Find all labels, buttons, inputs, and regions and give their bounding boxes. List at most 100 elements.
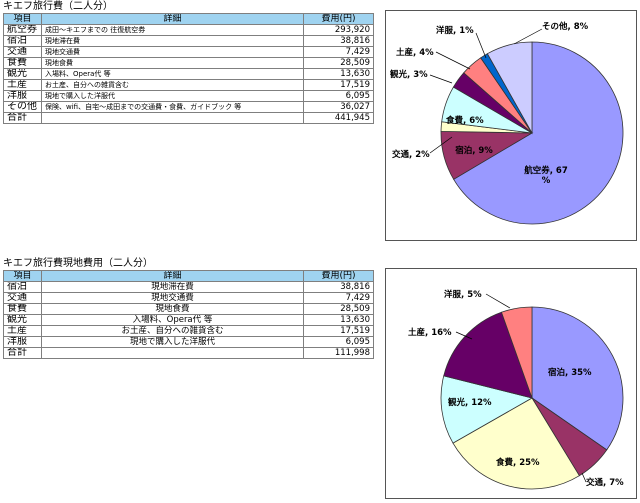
pie-data-label: 観光, 12% (448, 397, 492, 408)
pie-chart-2: 宿泊, 35% 交通, 7% 食費, 25% 観光, 12% 土産, 16% 洋服, 5% (385, 268, 637, 499)
leader-line (475, 32, 487, 59)
row-detail: 現地で購入した洋服代 (41, 90, 304, 102)
pie-slice (452, 397, 580, 490)
row-cost: 36,027 (303, 101, 374, 113)
row-cost: 13,630 (303, 314, 374, 326)
pie-data-label: 洋服, 1% (436, 25, 474, 36)
row-item: 合計 (3, 112, 42, 124)
table-row: その他 保険、wifi、自宅～成田までの交通費・食費、ガイドブック 等 36,027 (3, 101, 374, 113)
header-item: 項目 (3, 270, 42, 282)
pie-chart-1: 航空券, 67% 宿泊, 9% 交通, 2% 食費, 6% 観光, 3% 土産, 4% 洋服… (385, 10, 637, 241)
row-item: 食費 (3, 303, 42, 315)
row-item: 宿泊 (3, 35, 42, 47)
row-item: 洋服 (3, 90, 42, 102)
table-row: 交通 現地交通費 7,429 (3, 292, 374, 304)
pie-data-label: 宿泊, 35% (548, 367, 592, 378)
row-item: 食費 (3, 57, 42, 69)
row-cost: 6,095 (303, 90, 374, 102)
row-detail: 成田～キエフまでの 往復航空券 (41, 24, 304, 36)
row-item: 交通 (3, 46, 42, 58)
table2: 項目 詳細 費用(円) 宿泊 現地滞在費 38,816 交通 現地交通費 7,429 食費現… (3, 270, 374, 359)
row-item: その他 (3, 101, 42, 113)
leader-line (429, 74, 453, 84)
row-detail: お土産、自分への雑貨含む (41, 79, 304, 91)
leader-line (485, 293, 511, 309)
leader-line (581, 472, 587, 483)
table-row: 観光 入場料、Opera代 等 13,630 (3, 68, 374, 80)
row-item: 観光 (3, 68, 42, 80)
row-detail: 現地交通費 (41, 46, 304, 58)
table1: 項目 詳細 費用(円) 航空券 成田～キエフまでの 往復航空券 293,920 宿泊現… (3, 13, 374, 124)
table-row: 土産 お土産、自分への雑貨含む 17,519 (3, 325, 374, 337)
table-row: 宿泊 現地滞在費 38,816 (3, 35, 374, 47)
row-detail: 入場料、Opera代 等 (41, 314, 304, 326)
row-cost: 28,509 (303, 57, 374, 69)
table-row: 洋服 現地で購入した洋服代 6,095 (3, 90, 374, 102)
row-item: 合計 (3, 347, 42, 359)
row-cost: 6,095 (303, 336, 374, 348)
pie-chart-1-svg: 航空券, 67 % 宿泊, 9% 交通, 2% 食費, 6% 観光, 3% 土産, 4%洋服… (390, 21, 624, 225)
table-row: 土産 お土産、自分への雑貨含む 17,519 (3, 79, 374, 91)
table-row: 宿泊 現地滞在費 38,816 (3, 281, 374, 293)
row-cost: 17,519 (303, 325, 374, 337)
pie-data-label: 食費, 25% (496, 457, 540, 468)
leader-line (513, 28, 543, 45)
row-item: 観光 (3, 314, 42, 326)
row-item: 航空券 (3, 24, 42, 36)
pie-slice (486, 41, 533, 135)
row-detail: 現地滞在費 (41, 281, 304, 293)
row-item: 交通 (3, 292, 42, 304)
table1-title: キエフ旅行費（二人分） (3, 1, 113, 12)
pie-slice (443, 311, 533, 399)
row-detail: 保険、wifi、自宅～成田までの交通費・食費、ガイドブック 等 (41, 101, 304, 113)
table-row: 食費 現地食費 28,509 (3, 57, 374, 69)
table-row: 合計 111,998 (3, 347, 374, 359)
pie-slice (500, 306, 533, 399)
row-detail: 現地交通費 (41, 292, 304, 304)
table-row: 合計 441,945 (3, 112, 374, 124)
pie-slice (453, 41, 624, 225)
table-row: 洋服 現地で購入した洋服代 6,095 (3, 336, 374, 348)
table-row: 食費 現地食費 28,509 (3, 303, 374, 315)
header-item: 項目 (3, 13, 42, 25)
pie-chart-2-svg: 宿泊, 35% 交通, 7% 食費, 25% 観光, 12% 土産, 16% 洋服, 5% (408, 289, 624, 490)
row-item: 土産 (3, 325, 42, 337)
row-cost: 293,920 (303, 24, 374, 36)
pie-data-label: 交通, 2% (392, 149, 430, 160)
row-cost: 28,509 (303, 303, 374, 315)
table-row: 観光 入場料、Opera代 等 13,630 (3, 314, 374, 326)
row-detail: 現地食費 (41, 57, 304, 69)
row-detail: 現地食費 (41, 303, 304, 315)
pie-data-label: 交通, 7% (586, 477, 624, 488)
table-row: 航空券 成田～キエフまでの 往復航空券 293,920 (3, 24, 374, 36)
pie-data-label: 洋服, 5% (444, 289, 482, 300)
row-cost: 17,519 (303, 79, 374, 91)
header-cost: 費用(円) (303, 13, 374, 25)
leader-line (435, 51, 471, 70)
pie-data-label: 土産, 4% (396, 47, 434, 58)
row-detail (41, 112, 304, 124)
row-item: 土産 (3, 79, 42, 91)
pie-data-label: 宿泊, 9% (455, 145, 493, 156)
row-detail: 現地で購入した洋服代 (41, 336, 304, 348)
leader-line (455, 331, 473, 340)
row-cost: 7,429 (303, 46, 374, 58)
row-cost: 7,429 (303, 292, 374, 304)
row-detail (41, 347, 304, 359)
pie-slice (531, 306, 624, 451)
leader-line (429, 136, 453, 154)
row-detail: 現地滞在費 (41, 35, 304, 47)
row-item: 洋服 (3, 336, 42, 348)
row-detail: 入場料、Opera代 等 (41, 68, 304, 80)
table-row: 交通 現地交通費 7,429 (3, 46, 374, 58)
pie-data-label: 観光, 3% (390, 69, 428, 80)
row-item: 宿泊 (3, 281, 42, 293)
header-detail: 詳細 (41, 13, 304, 25)
table2-title: キエフ旅行費現地費用（二人分） (3, 258, 153, 269)
row-cost: 38,816 (303, 281, 374, 293)
pie-data-label: 航空券, 67% (524, 165, 568, 186)
header-cost: 費用(円) (303, 270, 374, 282)
row-detail: お土産、自分への雑貨含む (41, 325, 304, 337)
pie-data-label: その他, 8% (542, 21, 589, 32)
row-cost: 441,945 (303, 112, 374, 124)
